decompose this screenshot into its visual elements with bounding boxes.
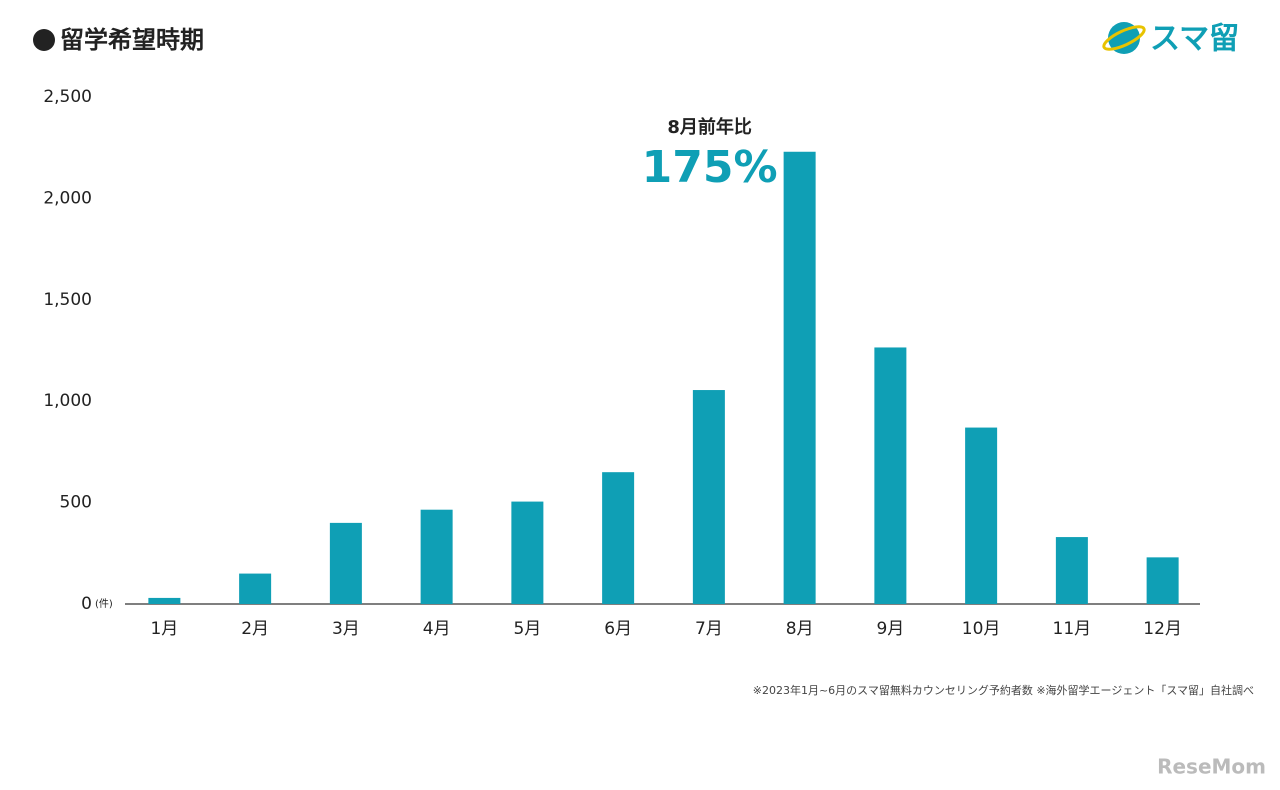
y-tick-label: 1,500 [43, 290, 92, 310]
watermark: ReseMom [1157, 755, 1266, 779]
y-tick-label: 0 [81, 594, 92, 614]
bar [783, 151, 816, 605]
y-unit: (件) [95, 598, 113, 610]
bar [692, 390, 725, 604]
x-tick-label: 5月 [513, 619, 541, 639]
bar [511, 501, 544, 604]
annotation-label: 8月前年比 [667, 116, 752, 138]
x-tick-label: 8月 [786, 619, 814, 639]
x-tick-label: 11月 [1053, 619, 1092, 639]
y-tick-label: 2,000 [43, 188, 92, 208]
logo-text: スマ留 [1150, 22, 1239, 57]
title-bullet [33, 29, 55, 51]
x-tick-label: 12月 [1143, 619, 1182, 639]
y-tick-label: 2,500 [43, 87, 92, 107]
annotation-value: 175% [642, 142, 778, 193]
x-tick-label: 3月 [332, 619, 360, 639]
x-tick-label: 7月 [695, 619, 723, 639]
bar [602, 472, 635, 604]
logo-icon [1108, 22, 1140, 54]
logo-ring [1102, 25, 1146, 51]
bar [874, 347, 907, 604]
bar [148, 597, 181, 604]
bar [329, 522, 362, 604]
x-tick-label: 10月 [962, 619, 1001, 639]
x-tick-label: 6月 [604, 619, 632, 639]
bar [420, 509, 453, 604]
bar [239, 573, 272, 604]
x-tick-label: 2月 [241, 619, 269, 639]
y-tick-label: 500 [60, 493, 92, 513]
x-tick-label: 1月 [150, 619, 178, 639]
footnote: ※2023年1月~6月のスマ留無料カウンセリング予約者数 ※海外留学エージェント… [753, 683, 1254, 697]
bar [965, 427, 998, 604]
y-tick-label: 1,000 [43, 391, 92, 411]
chart-title: 留学希望時期 [60, 26, 204, 54]
bar [1146, 557, 1179, 604]
bar [1055, 537, 1088, 604]
x-tick-label: 4月 [423, 619, 451, 639]
x-tick-label: 9月 [876, 619, 904, 639]
